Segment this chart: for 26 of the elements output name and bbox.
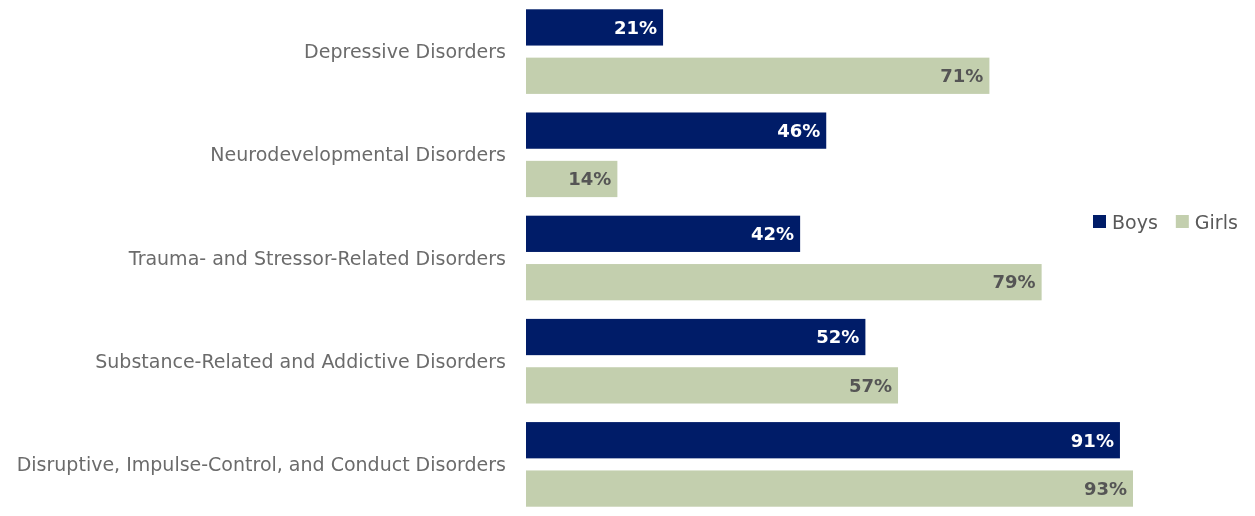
data-label: 93% [1083, 477, 1127, 499]
bar [526, 422, 1120, 459]
y-tick-label: Neurodevelopmental Disorders [210, 143, 506, 166]
data-label: 52% [816, 326, 860, 348]
y-tick-label: Trauma- and Stressor-Related Disorders [127, 246, 506, 269]
data-label: 14% [568, 168, 612, 190]
bar [526, 264, 1042, 301]
data-label: 46% [777, 119, 821, 141]
data-label: 21% [613, 16, 658, 38]
data-label: 91% [1070, 429, 1114, 451]
y-tick-label: Depressive Disorders [304, 40, 506, 63]
y-tick-label: Substance-Related and Addictive Disorders [95, 349, 506, 372]
legend-label: Girls [1194, 210, 1238, 233]
bar [526, 367, 899, 404]
data-label: 57% [848, 374, 893, 396]
bar [526, 215, 801, 252]
data-label: 79% [992, 271, 1036, 293]
y-tick-label: Disruptive, Impulse-Control, and Conduct Disorders [16, 453, 506, 476]
bar [526, 318, 866, 356]
bar [526, 57, 990, 94]
data-label: 42% [751, 223, 795, 245]
data-label: 71% [940, 65, 984, 87]
bar [526, 470, 1133, 507]
legend-label: Boys [1112, 210, 1158, 233]
bar [526, 9, 664, 46]
bar [526, 112, 827, 149]
